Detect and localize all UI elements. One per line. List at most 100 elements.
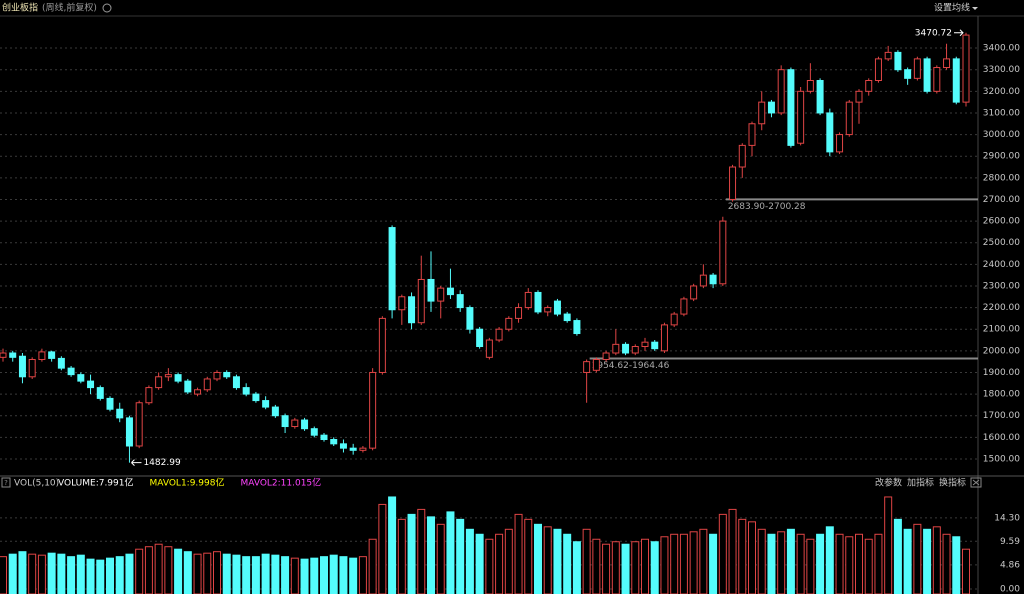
volume-bar bbox=[164, 546, 173, 594]
volume-bar bbox=[514, 513, 523, 594]
volume-bar bbox=[485, 538, 494, 594]
volume-bar bbox=[864, 538, 873, 594]
candle-body bbox=[943, 58, 951, 69]
help-mark: ? bbox=[4, 479, 8, 487]
candle-body bbox=[962, 34, 970, 103]
candle-body bbox=[845, 101, 853, 136]
volume-bar bbox=[572, 541, 581, 594]
y-tick-label: 2700.00 bbox=[983, 195, 1020, 205]
close-icon[interactable] bbox=[970, 477, 982, 488]
y-tick-label: 1600.00 bbox=[983, 433, 1020, 443]
volume-bar bbox=[495, 533, 504, 594]
volume-bar bbox=[611, 541, 620, 594]
candle-body bbox=[18, 355, 26, 378]
candle-body bbox=[466, 307, 474, 330]
volume-bar bbox=[718, 513, 727, 594]
candle-body bbox=[933, 67, 941, 92]
volume-bar bbox=[135, 548, 144, 594]
candle-body bbox=[592, 358, 600, 371]
candle-body bbox=[398, 296, 406, 311]
low-label: 1482.99 bbox=[143, 458, 180, 468]
candle-body bbox=[904, 69, 912, 79]
candle-body bbox=[184, 380, 192, 393]
volume-bar bbox=[18, 551, 27, 594]
candle-body bbox=[670, 313, 678, 326]
candle-body bbox=[709, 274, 717, 285]
volume-bar bbox=[290, 557, 299, 594]
candle-body bbox=[213, 371, 221, 380]
candle-body bbox=[524, 291, 532, 309]
candle-body bbox=[602, 352, 610, 360]
volume-bar bbox=[349, 557, 358, 594]
candle-body bbox=[417, 278, 425, 324]
volume-bar bbox=[37, 554, 46, 594]
candle-body bbox=[651, 341, 659, 350]
indicator-button[interactable]: 改参数 bbox=[875, 477, 902, 489]
candle-body bbox=[281, 415, 289, 428]
candle-body bbox=[748, 123, 756, 146]
candle-body bbox=[563, 313, 571, 322]
candle-body bbox=[67, 367, 75, 376]
y-tick-label: 2800.00 bbox=[983, 173, 1020, 183]
volume-bar bbox=[232, 554, 241, 594]
settings-icon[interactable] bbox=[102, 3, 112, 13]
volume-bar bbox=[728, 508, 737, 594]
y-tick-label: 3000.00 bbox=[983, 130, 1020, 140]
candle-body bbox=[495, 328, 503, 341]
high-label: 3470.72 bbox=[915, 28, 952, 38]
candle-body bbox=[57, 357, 65, 369]
candle-body bbox=[690, 285, 698, 300]
candle-body bbox=[836, 134, 844, 153]
volume-bar bbox=[47, 552, 56, 594]
candle-body bbox=[777, 69, 785, 114]
candle-body bbox=[242, 387, 250, 395]
candle-body bbox=[164, 374, 172, 378]
volume-bar bbox=[855, 533, 863, 594]
volume-bar bbox=[456, 518, 465, 594]
candle-body bbox=[330, 439, 338, 445]
level-label: 2683.90-2700.28 bbox=[728, 202, 806, 212]
volume-bar bbox=[436, 523, 445, 594]
volume-bar bbox=[835, 533, 844, 594]
volume-bar bbox=[144, 546, 153, 594]
candle-body bbox=[145, 387, 153, 404]
candle-body bbox=[9, 352, 17, 358]
candle-body bbox=[952, 58, 960, 103]
volume-bar bbox=[884, 496, 893, 594]
volume-bar bbox=[106, 557, 114, 594]
candle-body bbox=[174, 374, 182, 382]
candle-body bbox=[680, 298, 688, 315]
candle-body bbox=[437, 287, 445, 302]
volume-bar bbox=[592, 538, 601, 594]
vol-legend: MAVOL1:9.998亿 bbox=[150, 477, 225, 489]
volume-bar bbox=[893, 518, 902, 594]
candle-body bbox=[0, 352, 7, 358]
candle-body bbox=[699, 274, 707, 287]
volume-bar bbox=[271, 554, 280, 594]
candle-body bbox=[631, 346, 639, 354]
volume-bar bbox=[932, 526, 941, 594]
volume-bar bbox=[689, 531, 698, 594]
help-icon[interactable] bbox=[1, 477, 11, 488]
candle-body bbox=[544, 307, 552, 313]
candle-body bbox=[427, 278, 435, 302]
volume-bar bbox=[942, 533, 951, 594]
volume-bar bbox=[388, 496, 397, 594]
dropdown-icon[interactable] bbox=[972, 7, 978, 10]
candle-body bbox=[301, 419, 309, 430]
volume-bar bbox=[962, 548, 970, 594]
volume-bar bbox=[543, 526, 552, 594]
volume-bar bbox=[281, 556, 290, 594]
candle-body bbox=[252, 393, 260, 402]
candle-body bbox=[271, 406, 279, 417]
candle-body bbox=[612, 343, 620, 354]
ma-button[interactable]: 设置均线 bbox=[934, 2, 970, 14]
volume-bar bbox=[679, 533, 688, 594]
indicator-button[interactable]: 换指标 bbox=[939, 477, 966, 489]
candle-body bbox=[446, 287, 454, 296]
candle-body bbox=[369, 371, 377, 449]
volume-bar bbox=[777, 531, 786, 594]
candle-body bbox=[388, 227, 396, 311]
candle-body bbox=[787, 69, 795, 146]
indicator-button[interactable]: 加指标 bbox=[907, 477, 934, 489]
